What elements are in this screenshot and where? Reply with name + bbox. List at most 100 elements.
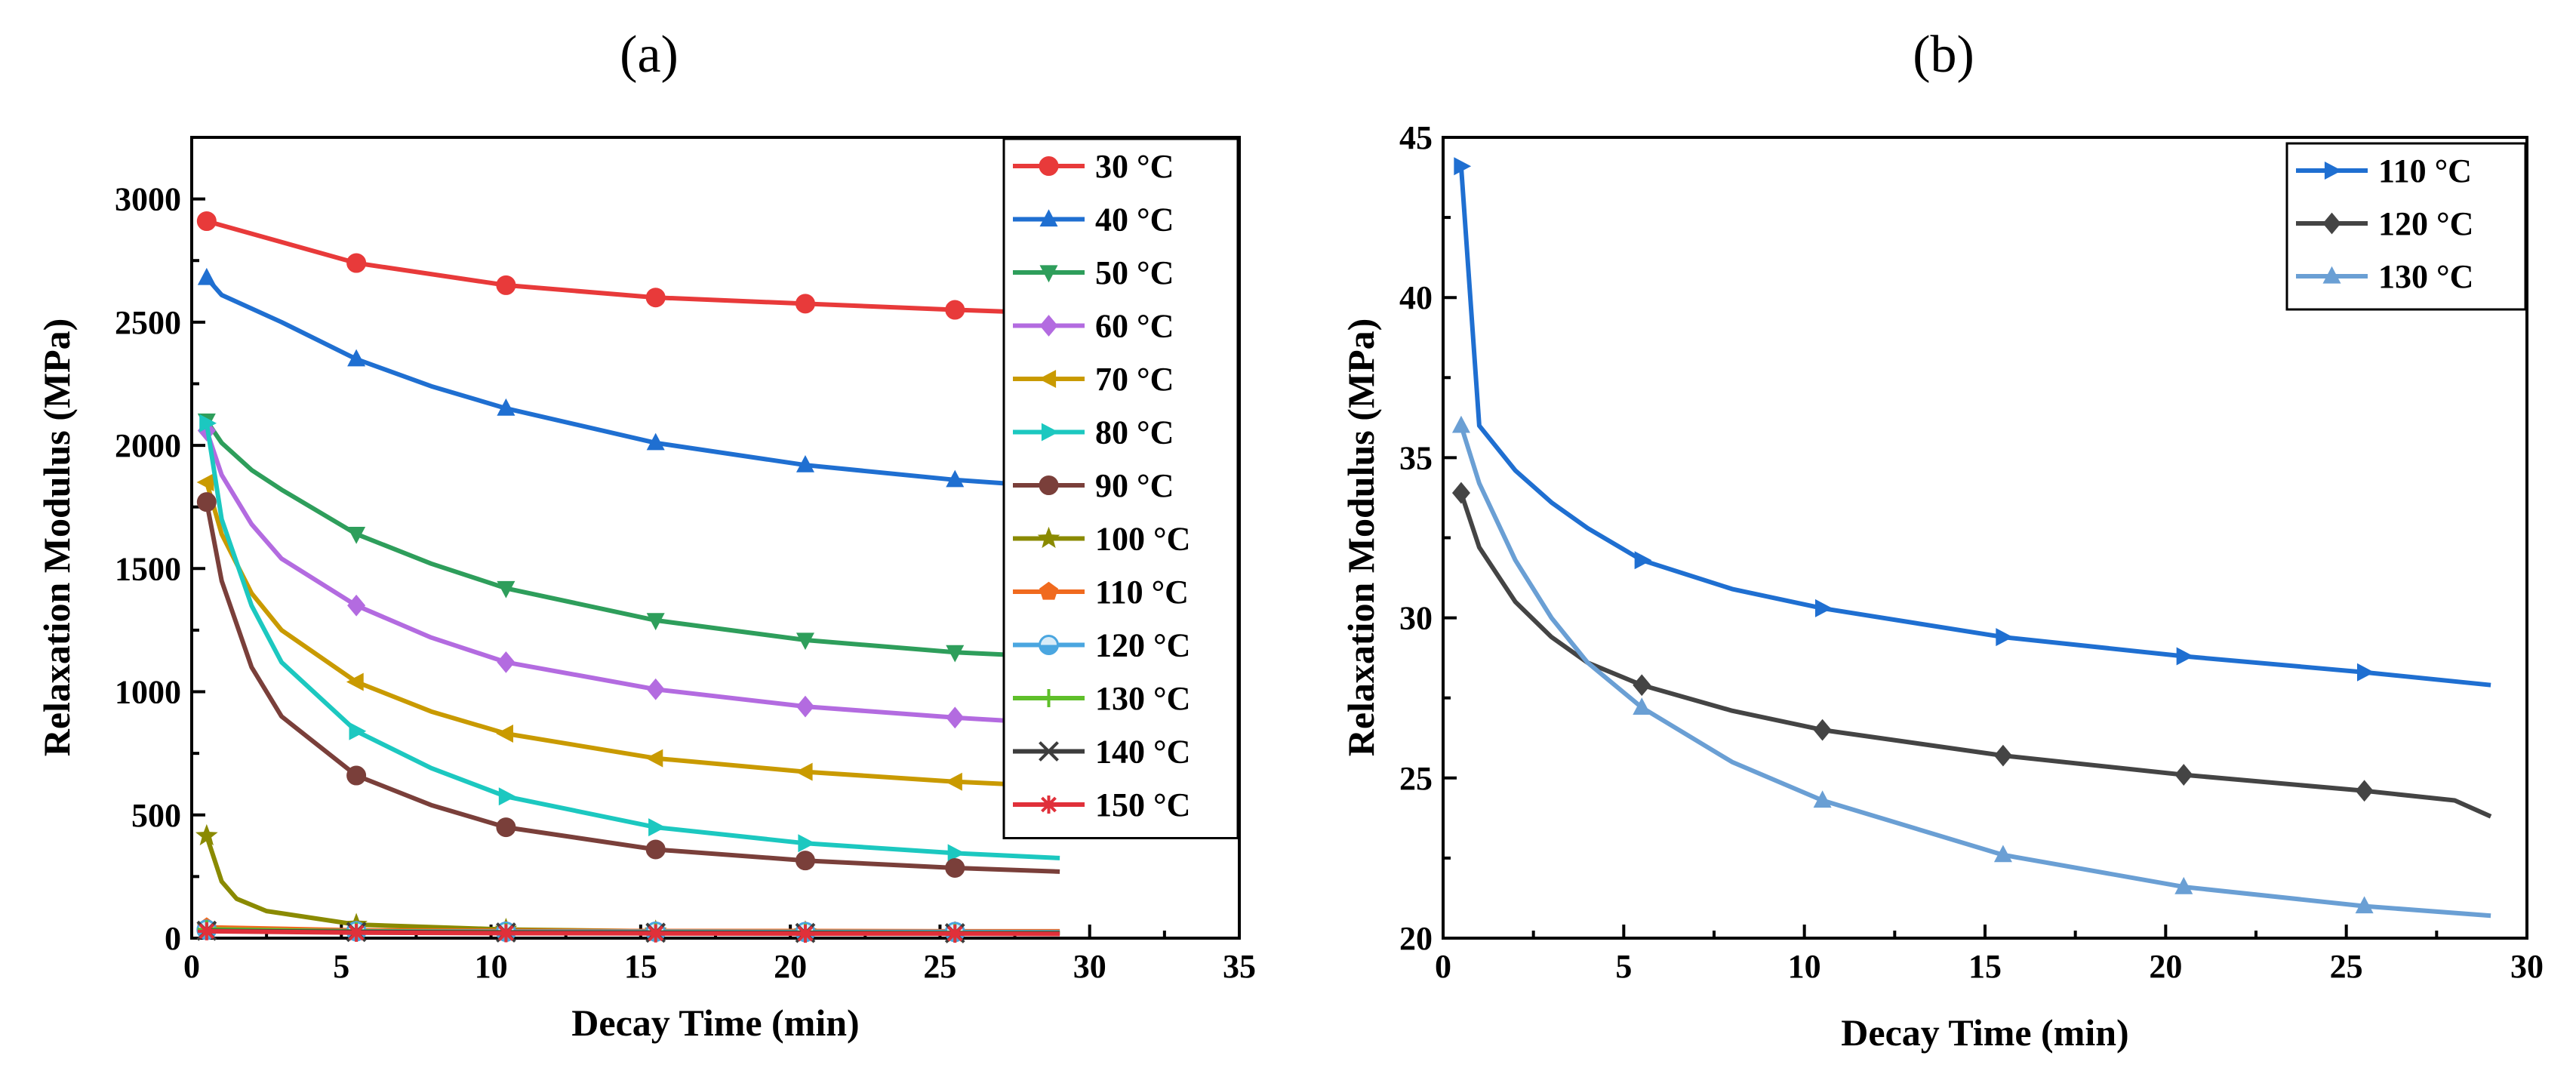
y-tick-label: 25: [1399, 760, 1433, 797]
legend-item: 80 °C: [1013, 414, 1174, 451]
data-point: [796, 632, 814, 651]
series-80c: [199, 414, 1060, 863]
legend-item: 120 °C: [1013, 627, 1190, 664]
data-point: [196, 211, 217, 231]
y-tick-label: 45: [1399, 119, 1433, 156]
series-line: [204, 429, 1060, 726]
data-point: [796, 454, 814, 472]
data-point: [645, 839, 666, 860]
legend-label: 130 °C: [2378, 258, 2473, 295]
legend-label: 110 °C: [2378, 152, 2472, 189]
legend-label: 50 °C: [1095, 254, 1174, 291]
legend-marker: [1037, 526, 1060, 549]
data-point: [497, 398, 516, 416]
series-line: [205, 219, 1060, 316]
legend-item: 120 °C: [2296, 205, 2473, 242]
data-point: [346, 765, 367, 786]
data-point: [347, 527, 366, 544]
legend-label: 60 °C: [1095, 308, 1174, 345]
data-point: [2174, 876, 2193, 894]
x-tick-label: 30: [2510, 948, 2544, 985]
data-point: [197, 922, 216, 940]
legend-label: 130 °C: [1095, 680, 1190, 717]
data-point: [1815, 599, 1833, 617]
series-line: [205, 419, 1060, 660]
x-tick-label: 15: [624, 948, 657, 985]
legend-label: 110 °C: [1095, 574, 1189, 611]
data-point: [1633, 674, 1651, 697]
legend-label: 120 °C: [2378, 205, 2473, 242]
legend-marker: [1039, 265, 1058, 283]
x-tick-label: 25: [2330, 948, 2363, 985]
panel-a-legend: 30 °C 40 °C 50 °C 60 °C 70 °C 80 °C 90 °C 100 °…: [1002, 137, 1239, 839]
data-point: [2355, 896, 2374, 914]
data-point: [197, 267, 216, 285]
series-line: [204, 423, 1060, 860]
data-point: [1633, 697, 1651, 715]
legend-label: 120 °C: [1095, 627, 1190, 664]
data-point: [1454, 157, 1472, 176]
data-point: [646, 678, 665, 700]
legend-label: 30 °C: [1095, 148, 1174, 185]
panel-b-ticks: 0 5 10 15 20 25 30 20 25 30 35 40 45: [1399, 119, 2544, 985]
series-150c: [197, 922, 1060, 943]
legend-item: 130 °C: [2296, 258, 2473, 295]
panel-a-y-axis-title: Relaxation Modulus (MPa): [35, 319, 78, 757]
x-tick-label: 0: [1435, 948, 1451, 985]
legend-label: 90 °C: [1095, 467, 1174, 504]
series-line: [1459, 492, 2492, 819]
data-point: [648, 818, 666, 837]
data-point: [346, 672, 364, 691]
data-point: [496, 275, 516, 295]
data-point: [947, 844, 965, 863]
legend-item: 90 °C: [1013, 467, 1174, 504]
legend-marker: [2322, 212, 2341, 235]
legend-marker: [1039, 741, 1059, 762]
legend-marker: [1039, 689, 1058, 707]
x-tick-label: 0: [183, 948, 200, 985]
legend-marker: [1039, 475, 1059, 495]
data-point: [796, 925, 814, 943]
legend-label: 150 °C: [1095, 786, 1190, 823]
data-point: [196, 473, 214, 492]
panel-b-legend: 110 °C 120 °C 130 °C: [2285, 142, 2527, 311]
legend-item: 110 °C: [1013, 574, 1189, 611]
data-point: [945, 772, 962, 791]
panel-a-ticks: 0 5 10 15 20 25 30 35 0 500 1000 1500 2000 2500 3000: [115, 181, 1256, 985]
y-tick-label: 2000: [115, 427, 181, 464]
series-line: [1459, 425, 2491, 919]
x-tick-label: 25: [923, 948, 956, 985]
data-point: [796, 695, 814, 718]
data-point: [196, 492, 217, 512]
data-point: [2174, 764, 2193, 786]
data-point: [1993, 744, 2012, 767]
legend-item: 40 °C: [1013, 202, 1174, 238]
legend-marker: [1039, 156, 1059, 176]
series-70c: [196, 473, 1060, 791]
series-40c: [197, 267, 1060, 490]
data-point: [1451, 482, 1470, 504]
y-tick-label: 0: [165, 920, 181, 957]
data-point: [945, 857, 965, 878]
panel-a-x-axis-title: Decay Time (min): [571, 1002, 859, 1044]
series-130c: [1451, 415, 2491, 919]
panel-b-label: (b): [1913, 26, 1974, 84]
legend-item: 130 °C: [1013, 680, 1190, 717]
data-point: [2355, 780, 2374, 802]
x-tick-label: 30: [1073, 948, 1106, 985]
legend-item: 70 °C: [1013, 361, 1174, 398]
data-point: [646, 432, 665, 451]
series-line: [204, 501, 1060, 874]
x-tick-label: 5: [333, 948, 349, 985]
legend-item: 30 °C: [1013, 148, 1174, 185]
data-point: [795, 762, 813, 781]
data-point: [347, 923, 366, 942]
legend-marker: [1039, 315, 1058, 337]
series-line: [206, 928, 1060, 937]
series-110c: [1454, 157, 2491, 688]
data-point: [946, 645, 965, 663]
panel-b-series: [1451, 157, 2492, 919]
data-point: [1813, 790, 1832, 808]
y-tick-label: 1000: [115, 674, 181, 711]
